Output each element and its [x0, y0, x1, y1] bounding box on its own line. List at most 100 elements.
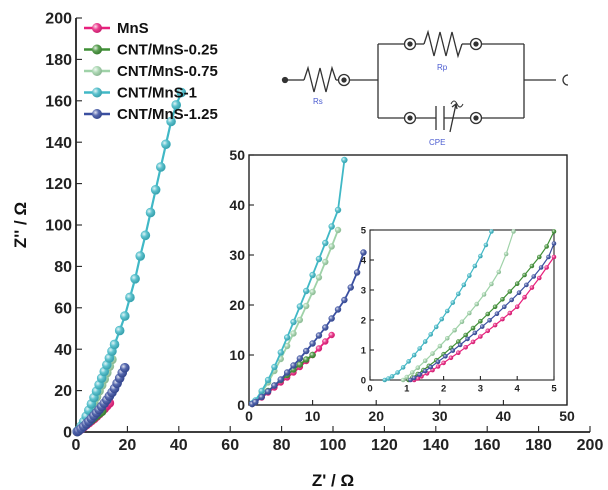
data-point-shade: [546, 255, 551, 259]
series-cnt-mns-1: [248, 156, 348, 407]
data-point-shade: [493, 323, 498, 328]
y-tick-label: 200: [45, 11, 72, 28]
data-point-shade: [423, 369, 428, 373]
data-point-shade: [417, 372, 422, 377]
data-point-shade: [489, 229, 494, 234]
data-point-shade: [335, 227, 341, 233]
data-point-shade: [303, 348, 310, 354]
data-point-shade: [316, 345, 322, 352]
y-tick-label: 20: [54, 383, 72, 400]
series-mns: [411, 254, 557, 383]
data-point-shade: [485, 312, 490, 316]
legend-label: MnS: [117, 20, 149, 37]
data-point-shade: [450, 348, 455, 353]
data-point-shade: [537, 276, 542, 280]
data-point-shade: [507, 311, 512, 316]
series-line-mns: [413, 256, 555, 381]
data-point-shade: [434, 324, 439, 329]
data-point-shade: [460, 319, 464, 324]
data-point-shade: [328, 243, 335, 250]
data-point-shade: [110, 339, 120, 349]
y-tick-label: 180: [45, 52, 72, 69]
legend-entry-cnt-mns-0-75: CNT/MnS-0.75: [84, 63, 218, 80]
data-point-shade: [544, 265, 549, 270]
data-point-shade: [456, 350, 461, 355]
legend-entry-cnt-mns-1-25: CNT/MnS-1.25: [84, 106, 218, 123]
x-tick-label: 4: [515, 384, 521, 395]
x-tick-label: 5: [551, 384, 557, 395]
data-point-shade: [316, 256, 322, 262]
data-point-shade: [423, 358, 428, 363]
data-point-shade: [176, 88, 186, 98]
resistor-rs-symbol: [303, 65, 337, 93]
x-tick-label: 3: [478, 384, 483, 395]
legend-entry-mns: MnS: [84, 20, 149, 37]
data-point-shade: [456, 339, 461, 344]
x-tick-label: 40: [496, 408, 512, 424]
x-tick-label: 80: [273, 437, 291, 454]
data-point-shade: [472, 330, 477, 335]
data-point-shade: [452, 328, 457, 333]
y-tick-label: 0: [63, 425, 72, 442]
series-cnt-mns-1-25: [408, 241, 557, 383]
data-point-shade: [316, 274, 322, 281]
data-point-shade: [515, 281, 520, 286]
data-point-shade: [467, 311, 472, 316]
data-point-shade: [529, 285, 534, 290]
data-point-shade: [322, 240, 329, 246]
y-tick-label: 140: [45, 135, 72, 152]
data-point-shade: [428, 365, 433, 370]
data-point-shade: [277, 349, 284, 356]
legend-swatch-shade: [92, 66, 102, 76]
data-point-shade: [284, 343, 291, 349]
data-point-shade: [428, 332, 433, 337]
data-point-shade: [494, 311, 499, 316]
data-point-shade: [322, 338, 329, 345]
x-tick-label: 160: [474, 437, 501, 454]
y-tick-label: 1: [361, 345, 367, 356]
data-point-shade: [401, 378, 406, 382]
data-point-shade: [463, 345, 468, 350]
data-point-shade: [415, 376, 420, 381]
x-tick-label: 10: [305, 408, 321, 424]
data-point-shade: [284, 334, 291, 341]
data-point-shade: [507, 289, 512, 294]
data-point-shade: [341, 157, 348, 163]
x-tick-label: 0: [72, 437, 81, 454]
data-point-shade: [493, 304, 498, 309]
data-point-shade: [271, 364, 278, 370]
y-tick-label: 50: [229, 147, 245, 163]
data-point-shade: [277, 376, 284, 383]
data-point-shade: [252, 399, 259, 405]
data-point-shade: [537, 255, 542, 259]
data-point-shade: [467, 273, 472, 278]
data-point-shade: [544, 244, 549, 249]
x-tick-label: 180: [525, 437, 552, 454]
y-tick-label: 40: [229, 197, 245, 213]
data-point-shade: [461, 282, 466, 287]
data-point-shade: [171, 100, 181, 110]
data-point-shade: [448, 355, 453, 360]
x-tick-label: 140: [422, 437, 449, 454]
data-point-shade: [382, 378, 387, 382]
data-point-shade: [290, 330, 297, 337]
data-point-shade: [443, 354, 448, 359]
circuit-label-cpe: CPE: [429, 138, 445, 147]
data-point-shade: [296, 361, 303, 368]
data-point-shade: [406, 359, 411, 364]
data-point-shade: [415, 365, 420, 370]
data-point-shade: [328, 223, 335, 230]
data-point-shade: [156, 162, 166, 172]
data-point-shade: [316, 332, 322, 339]
data-point-shade: [296, 303, 303, 310]
y-tick-label: 40: [54, 342, 72, 359]
y-tick-label: 160: [45, 93, 72, 110]
data-point-shade: [524, 282, 529, 287]
data-point-shade: [441, 360, 446, 365]
data-point-shade: [296, 355, 303, 362]
x-tick-label: 1: [404, 384, 410, 395]
inset2-plot-frame: [369, 229, 555, 381]
data-point-shade: [309, 272, 316, 278]
legend-label: CNT/MnS-1: [117, 85, 197, 102]
data-point-shade: [322, 324, 329, 331]
